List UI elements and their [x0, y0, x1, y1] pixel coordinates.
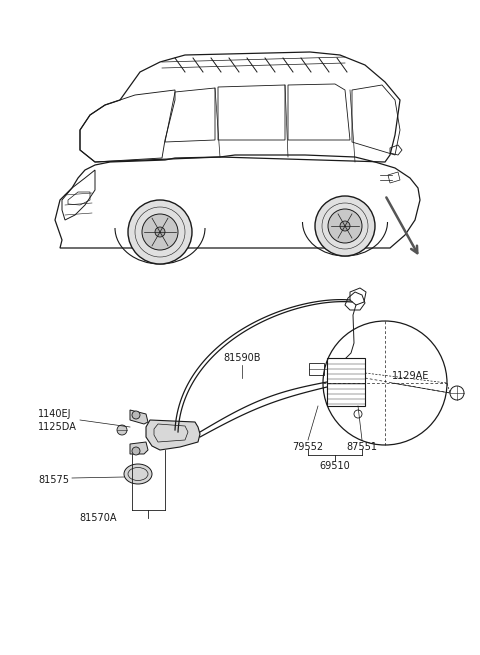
Circle shape — [315, 196, 375, 256]
Text: 79552: 79552 — [292, 442, 324, 452]
Circle shape — [155, 227, 165, 237]
Polygon shape — [146, 420, 200, 450]
Circle shape — [132, 411, 140, 419]
Circle shape — [117, 425, 127, 435]
Text: 81590B: 81590B — [223, 353, 261, 363]
Text: 81570A: 81570A — [79, 513, 117, 523]
Polygon shape — [130, 410, 148, 424]
Text: 81575: 81575 — [38, 475, 69, 485]
Text: 69510: 69510 — [320, 461, 350, 471]
Circle shape — [142, 214, 178, 250]
Text: 1125DA: 1125DA — [38, 422, 77, 432]
Text: 1140EJ: 1140EJ — [38, 409, 72, 419]
Bar — [327, 358, 365, 406]
Polygon shape — [130, 442, 148, 454]
Ellipse shape — [124, 464, 152, 484]
Bar — [309, 363, 324, 375]
Text: 87551: 87551 — [347, 442, 377, 452]
Circle shape — [340, 221, 350, 231]
Circle shape — [128, 200, 192, 264]
Circle shape — [328, 209, 362, 243]
Circle shape — [132, 447, 140, 455]
Text: 1129AE: 1129AE — [392, 371, 430, 381]
